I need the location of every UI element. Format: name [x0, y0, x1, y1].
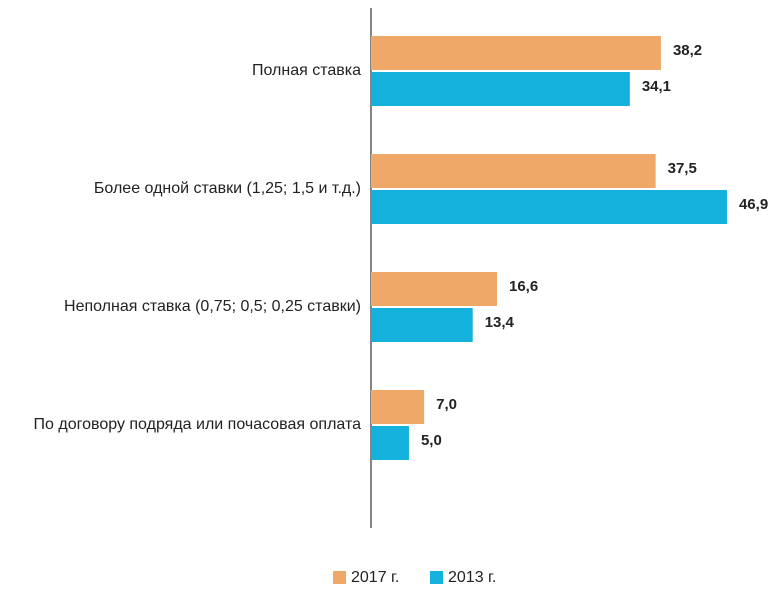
value-label: 5,0 [421, 432, 442, 449]
legend-swatch [333, 571, 346, 584]
value-label: 37,5 [668, 160, 697, 177]
value-label: 38,2 [673, 42, 702, 59]
value-label: 46,9 [739, 196, 768, 213]
bar [371, 190, 727, 224]
value-label: 7,0 [436, 396, 457, 413]
y-tick-label: Неполная ставка (0,75; 0,5; 0,25 ставки) [64, 298, 361, 315]
y-tick-label: Более одной ставки (1,25; 1,5 и т.д.) [94, 180, 361, 197]
bar [371, 36, 661, 70]
value-label: 13,4 [485, 314, 515, 331]
bar [371, 426, 409, 460]
bar [371, 72, 630, 106]
bar [371, 390, 425, 424]
legend-label: 2013 г. [448, 569, 496, 586]
y-tick-label: Полная ставка [252, 62, 361, 79]
value-label: 16,6 [509, 278, 538, 295]
legend-label: 2017 г. [351, 569, 399, 586]
value-label: 34,1 [642, 78, 671, 95]
legend-swatch [430, 571, 443, 584]
bar [371, 272, 497, 306]
y-tick-label: По договору подряда или почасовая оплата [34, 416, 362, 433]
bar [371, 154, 656, 188]
bar [371, 308, 473, 342]
